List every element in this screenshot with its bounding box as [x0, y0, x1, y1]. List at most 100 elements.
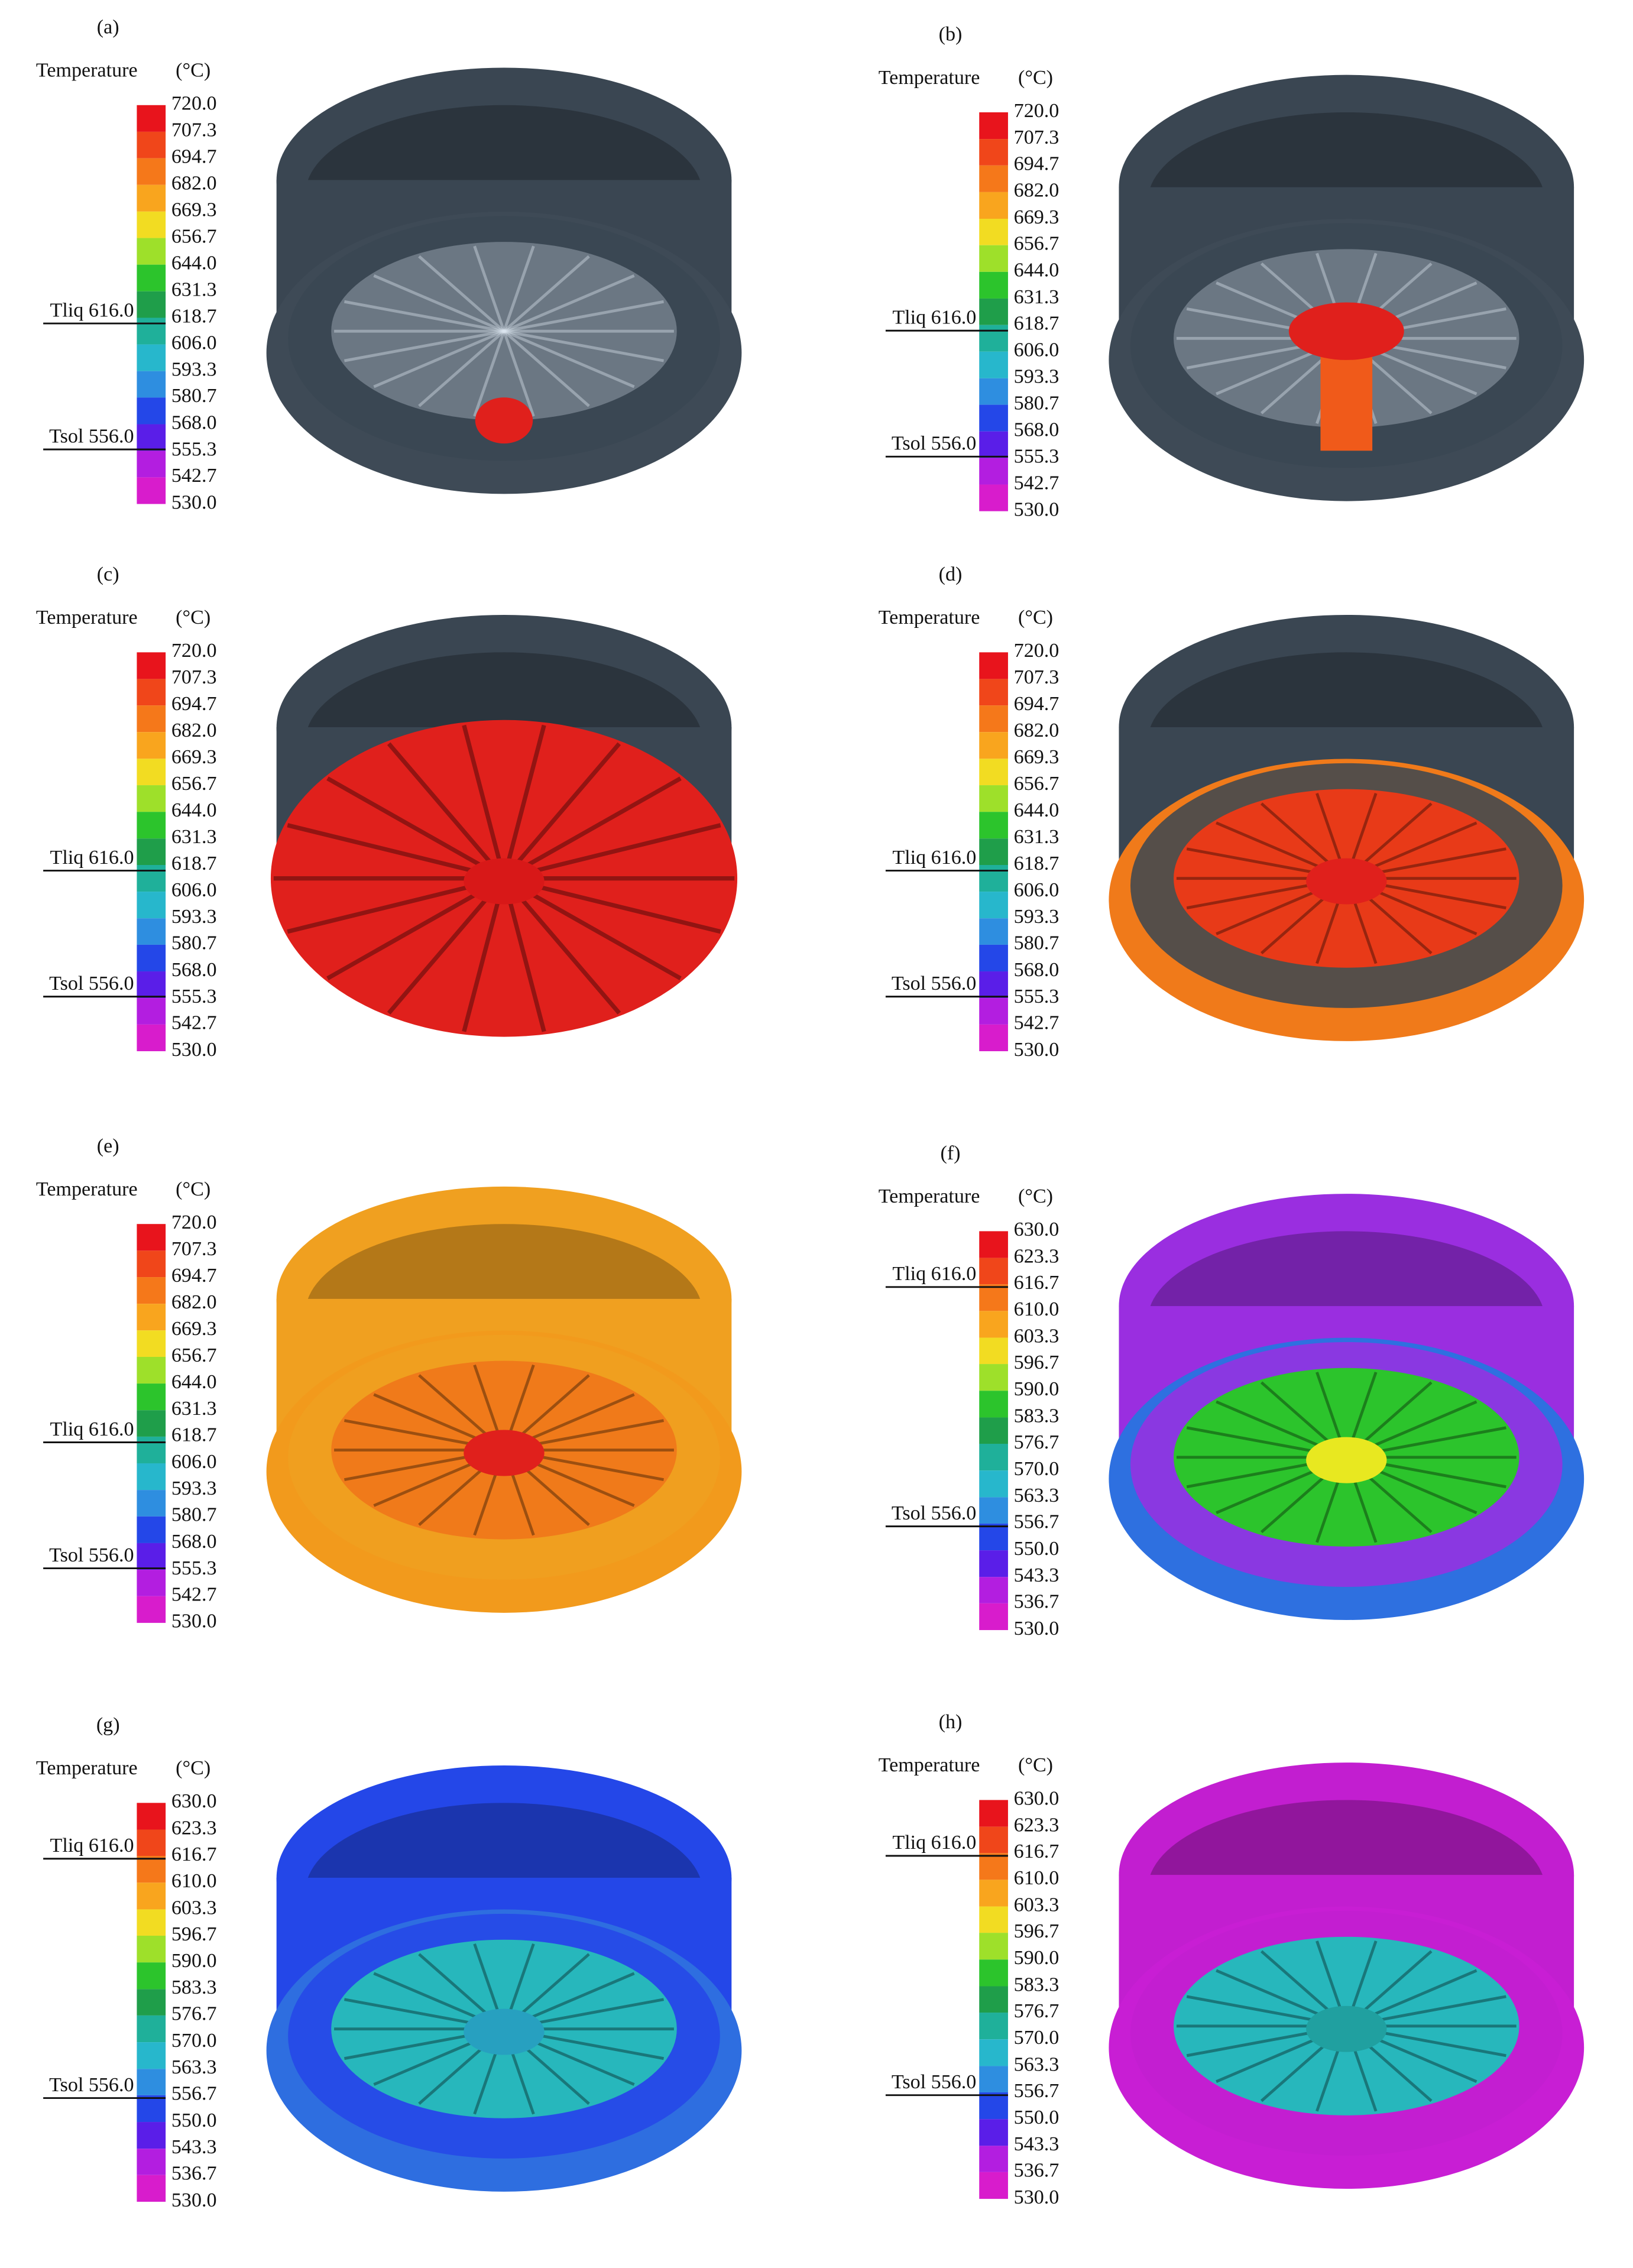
colorbar-tick-label: 576.7	[171, 2003, 217, 2025]
colorbar-segment	[979, 785, 1008, 812]
colorbar-tick-label: 593.3	[171, 359, 217, 381]
legend-title: Temperature	[879, 607, 980, 628]
colorbar-tick-label: 656.7	[171, 773, 217, 795]
colorbar-segment	[979, 165, 1008, 192]
wheel-spoke	[373, 274, 505, 333]
colorbar-tick-label: 530.0	[171, 2189, 217, 2211]
colorbar-segment	[979, 759, 1008, 786]
colorbar-tick-label: 596.7	[171, 1923, 217, 1945]
marker-label: Tliq 616.0	[50, 1418, 134, 1440]
colorbar-segment	[137, 812, 166, 839]
wheel-hub	[1306, 2005, 1387, 2052]
panel-label: (c)	[97, 563, 119, 585]
wheel-hub	[464, 858, 545, 905]
colorbar-segment	[979, 192, 1008, 219]
wheel-spoke	[503, 331, 535, 417]
colorbar-tick-label: 644.0	[1014, 799, 1059, 821]
colorbar-tick-label: 720.0	[171, 93, 217, 115]
colorbar-tick-label: 603.3	[171, 1897, 217, 1919]
colorbar-tick-label: 606.0	[1014, 339, 1059, 361]
colorbar-segment	[979, 1603, 1008, 1631]
colorbar-tick-label: 631.3	[171, 1398, 217, 1420]
colorbar-tick-label: 603.3	[1014, 1325, 1059, 1347]
wheel-disk	[331, 242, 677, 421]
colorbar-tick-label: 707.3	[171, 666, 217, 688]
colorbar-segment	[137, 1989, 166, 2016]
colorbar-tick-label: 644.0	[171, 252, 217, 274]
colorbar-segment	[979, 971, 1008, 999]
colorbar-segment	[137, 1570, 166, 1596]
colorbar-segment	[137, 759, 166, 786]
legend-unit: (°C)	[1018, 67, 1053, 89]
colorbar-segment	[979, 705, 1008, 733]
colorbar-tick-label: 694.7	[1014, 153, 1059, 175]
colorbar-tick-label: 530.0	[171, 491, 217, 513]
colorbar-segment	[979, 1311, 1008, 1338]
marker-label: Tsol 556.0	[49, 1544, 134, 1566]
colorbar-tick-label: 542.7	[171, 1584, 217, 1606]
colorbar-segment	[979, 1933, 1008, 1960]
colorbar-segment	[137, 291, 166, 318]
colorbar-tick-label: 563.3	[1014, 2053, 1059, 2075]
colorbar-segment	[137, 424, 166, 451]
colorbar-segment	[979, 1284, 1008, 1311]
legend-unit: (°C)	[176, 607, 210, 628]
colorbar-segment	[137, 865, 166, 892]
wheel-render	[1109, 1762, 1585, 2189]
colorbar-tick-label: 530.0	[1014, 498, 1059, 520]
colorbar-tick-label: 682.0	[1014, 720, 1059, 741]
colorbar-tick-label: 618.7	[1014, 853, 1059, 874]
colorbar-segment	[137, 838, 166, 866]
colorbar-tick-label: 644.0	[1014, 260, 1059, 281]
colorbar-tick-label: 543.3	[1014, 2133, 1059, 2155]
legend-unit: (°C)	[1018, 1185, 1053, 1207]
wheel-render	[270, 614, 738, 1037]
marker-label: Tsol 556.0	[49, 2074, 134, 2096]
colorbar-tick-label: 707.3	[171, 119, 217, 141]
wheel-spoke	[287, 823, 505, 881]
wheel-spoke	[373, 329, 505, 388]
colorbar-segment	[979, 271, 1008, 299]
colorbar-tick-label: 669.3	[1014, 206, 1059, 228]
panel-label: (a)	[97, 17, 119, 38]
colorbar-tick-label: 580.7	[171, 932, 217, 954]
panel-label: (b)	[939, 24, 963, 46]
panel-label: (e)	[97, 1135, 119, 1157]
colorbar-tick-label: 590.0	[1014, 1378, 1059, 1400]
legend-unit: (°C)	[176, 1757, 210, 1779]
colorbar-segment	[979, 1853, 1008, 1880]
wheel-spoke	[387, 742, 506, 880]
wheel-hub	[464, 1430, 545, 1476]
colorbar-tick-label: 568.0	[171, 412, 217, 433]
colorbar-tick-label: 543.3	[171, 2136, 217, 2158]
wheel-render	[1109, 1194, 1585, 1620]
colorbar-tick-label: 707.3	[1014, 127, 1059, 148]
colorbar-tick-label: 623.3	[1014, 1814, 1059, 1836]
colorbar-segment	[137, 184, 166, 212]
legend-title: Temperature	[36, 1178, 138, 1200]
colorbar-tick-label: 530.0	[1014, 1618, 1059, 1640]
colorbar-tick-label: 555.3	[171, 986, 217, 1007]
colorbar-tick-label: 568.0	[1014, 419, 1059, 441]
wheel-spoke	[503, 274, 635, 333]
colorbar-tick-label: 555.3	[171, 438, 217, 460]
colorbar-tick-label: 694.7	[1014, 693, 1059, 715]
colorbar-tick-label: 555.3	[1014, 986, 1059, 1007]
colorbar-tick-label: 720.0	[1014, 100, 1059, 122]
colorbar-segment	[979, 404, 1008, 432]
colorbar-segment	[137, 211, 166, 238]
melt-front	[475, 397, 533, 444]
colorbar-tick-label: 656.7	[1014, 773, 1059, 795]
colorbar-tick-label: 669.3	[171, 1318, 217, 1340]
colorbar-tick-label: 610.0	[1014, 1298, 1059, 1320]
legend-title: Temperature	[36, 1757, 138, 1779]
colorbar-segment	[137, 1490, 166, 1517]
colorbar-segment	[137, 679, 166, 706]
colorbar-segment	[979, 1364, 1008, 1391]
colorbar-segment	[979, 944, 1008, 972]
colorbar-tick-label: 590.0	[1014, 1947, 1059, 1969]
wheel-spoke	[504, 300, 664, 333]
panel: (a) Temperature (°C) 720.0 707.3 694.7 682.0 66…	[36, 17, 742, 513]
colorbar-segment	[137, 2122, 166, 2149]
panel-label: (d)	[939, 563, 963, 585]
